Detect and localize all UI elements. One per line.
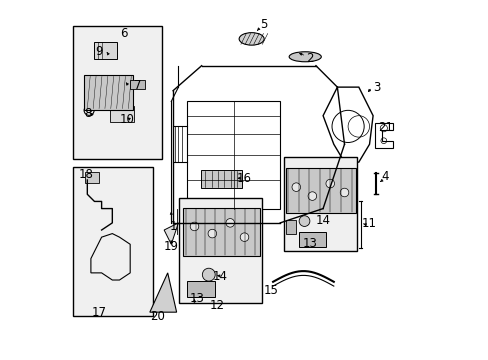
Polygon shape (149, 273, 176, 312)
FancyBboxPatch shape (285, 220, 295, 234)
Circle shape (325, 179, 334, 188)
FancyBboxPatch shape (179, 198, 262, 303)
Circle shape (240, 233, 248, 242)
Text: 11: 11 (361, 217, 376, 230)
FancyBboxPatch shape (73, 167, 153, 316)
Circle shape (225, 219, 234, 227)
FancyBboxPatch shape (183, 207, 259, 256)
Text: 14: 14 (315, 213, 330, 226)
Circle shape (207, 229, 216, 238)
Text: 5: 5 (260, 18, 267, 31)
FancyBboxPatch shape (73, 26, 162, 158)
Circle shape (291, 183, 300, 192)
Text: 17: 17 (91, 306, 106, 319)
Circle shape (340, 188, 348, 197)
Text: 16: 16 (236, 172, 251, 185)
FancyBboxPatch shape (283, 157, 356, 251)
Circle shape (202, 268, 215, 281)
Text: 6: 6 (120, 27, 127, 40)
Circle shape (119, 76, 127, 84)
Text: 13: 13 (189, 292, 204, 305)
Text: 12: 12 (209, 299, 224, 312)
Text: 20: 20 (150, 310, 165, 323)
Text: 13: 13 (303, 237, 317, 250)
Text: 10: 10 (120, 113, 135, 126)
FancyBboxPatch shape (201, 170, 241, 188)
FancyBboxPatch shape (186, 281, 214, 297)
Text: 2: 2 (305, 52, 313, 65)
FancyBboxPatch shape (130, 80, 144, 89)
FancyBboxPatch shape (110, 106, 134, 122)
Polygon shape (164, 223, 178, 244)
Circle shape (307, 192, 316, 201)
FancyBboxPatch shape (84, 172, 99, 183)
Text: 19: 19 (163, 240, 179, 253)
Text: 7: 7 (133, 79, 141, 92)
Ellipse shape (239, 33, 264, 45)
Text: 21: 21 (377, 121, 392, 134)
FancyBboxPatch shape (285, 168, 355, 213)
FancyBboxPatch shape (299, 232, 325, 247)
Text: 18: 18 (79, 168, 94, 181)
Text: 8: 8 (84, 107, 92, 120)
FancyBboxPatch shape (84, 75, 133, 110)
Text: 1: 1 (169, 220, 177, 233)
Circle shape (299, 216, 309, 226)
FancyBboxPatch shape (94, 42, 116, 59)
Text: 4: 4 (380, 170, 388, 183)
Text: 14: 14 (212, 270, 227, 283)
Circle shape (190, 222, 198, 231)
Ellipse shape (288, 52, 321, 62)
Text: 15: 15 (264, 284, 278, 297)
Text: 3: 3 (372, 81, 380, 94)
Text: 9: 9 (95, 45, 102, 58)
